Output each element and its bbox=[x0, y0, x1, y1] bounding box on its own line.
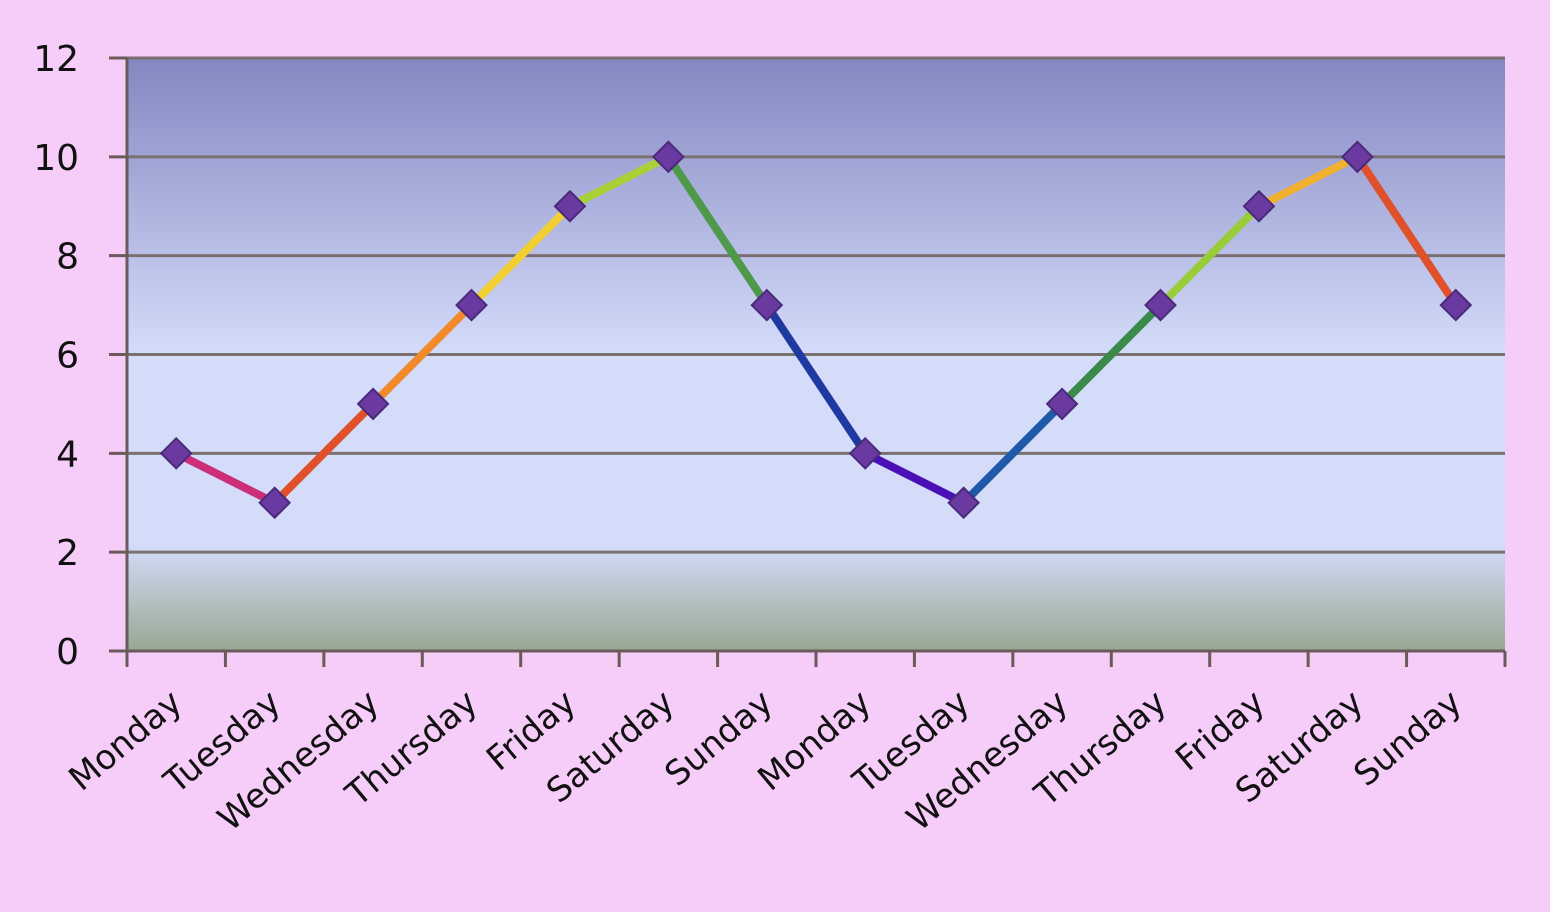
series-segment bbox=[1156, 202, 1263, 310]
axes bbox=[109, 56, 1507, 667]
y-axis-tick-labels: 0 2 4 6 8 10 12 bbox=[33, 39, 79, 673]
series-segment bbox=[565, 152, 673, 211]
data-point-marker bbox=[651, 140, 685, 174]
y-tick-label-10: 10 bbox=[33, 138, 79, 179]
y-tick-label-4: 4 bbox=[56, 434, 79, 475]
series-line bbox=[172, 152, 1460, 507]
y-tick-label-8: 8 bbox=[56, 237, 79, 278]
y-tick-label-12: 12 bbox=[33, 39, 79, 80]
data-point-marker bbox=[1045, 387, 1079, 421]
gridlines bbox=[127, 56, 1505, 554]
series-segment bbox=[369, 301, 476, 408]
series-segment bbox=[762, 301, 870, 458]
series-segment bbox=[664, 152, 771, 310]
data-point-marker bbox=[1242, 189, 1276, 223]
data-point-marker bbox=[553, 189, 587, 223]
data-point-marker bbox=[159, 436, 193, 470]
data-point-marker bbox=[258, 486, 292, 520]
series-segment bbox=[467, 202, 574, 310]
x-tick-label: Sunday bbox=[1346, 682, 1469, 794]
data-point-marker bbox=[455, 288, 488, 322]
data-point-marker bbox=[750, 288, 784, 322]
data-point-marker bbox=[1144, 288, 1177, 322]
series-segment bbox=[172, 449, 279, 507]
series-segment bbox=[1254, 152, 1362, 211]
data-point-marker bbox=[848, 436, 882, 470]
data-point-marker bbox=[1340, 140, 1374, 174]
y-tick-label-6: 6 bbox=[56, 336, 79, 377]
series-segment bbox=[1353, 152, 1460, 310]
series-segment bbox=[959, 399, 1067, 507]
y-tick-label-2: 2 bbox=[56, 533, 79, 574]
series-segment bbox=[270, 399, 378, 507]
series-segment bbox=[861, 449, 968, 507]
x-axis-tick-labels: MondayTuesdayWednesdayThursdayFridaySatu… bbox=[61, 682, 1469, 839]
data-point-marker bbox=[356, 387, 390, 421]
data-point-marker bbox=[947, 486, 981, 520]
series-markers bbox=[159, 140, 1473, 520]
series-segment bbox=[1058, 301, 1165, 408]
data-point-marker bbox=[1439, 288, 1473, 322]
y-tick-label-0: 0 bbox=[56, 632, 79, 673]
